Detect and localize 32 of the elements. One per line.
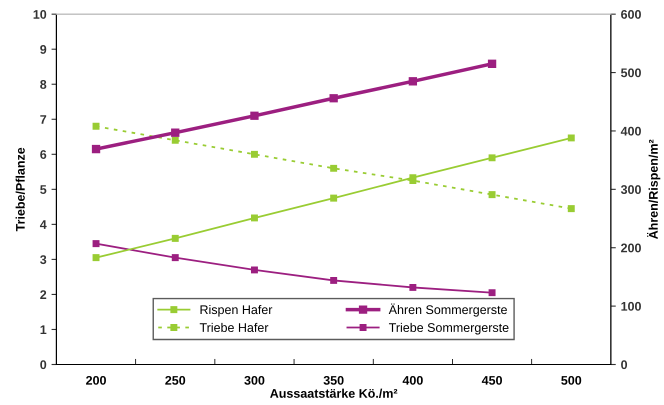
y-axis-title: Triebe/Pflanze	[16, 148, 25, 232]
y2-tick-label: 0	[621, 360, 628, 370]
y-tick-label: 9	[40, 45, 46, 54]
legend-label: Triebe Sommergerste	[388, 322, 509, 334]
y-tick-label: 0	[40, 360, 46, 370]
y-tick-label: 5	[40, 185, 46, 194]
y2-tick-label: 400	[620, 126, 641, 136]
y2-axis-title: Ähren/Rispen/m²	[647, 140, 660, 240]
x-tick-label: 350	[324, 376, 344, 385]
x-tick-label: 200	[86, 376, 106, 385]
y-tick-label: 10	[34, 10, 46, 19]
x-tick-label: 500	[561, 376, 582, 385]
x-tick-label: 300	[244, 376, 264, 385]
y2-tick-label: 200	[621, 244, 641, 252]
x-tick-label: 450	[482, 376, 502, 385]
y-tick-label: 6	[40, 150, 46, 159]
y2-tick-label: 300	[620, 185, 641, 194]
y2-tick-label: 600	[621, 10, 641, 19]
legend-label: Ähren Sommergerste	[388, 304, 507, 317]
x-axis-title: Aussaatstärke Kö./m²	[270, 388, 398, 398]
y-tick-label: 2	[40, 290, 46, 299]
y-tick-label: 4	[40, 220, 47, 229]
y2-tick-label: 100	[621, 302, 641, 311]
legend-label: Triebe Hafer	[200, 322, 268, 332]
y-tick-label: 8	[40, 80, 46, 89]
x-tick-label: 250	[165, 376, 186, 385]
y-tick-label: 7	[40, 115, 46, 124]
y2-tick-label: 500	[620, 68, 641, 78]
y-tick-label: 3	[40, 255, 46, 264]
y-tick-label: 1	[40, 325, 46, 334]
legend-label: Rispen Hafer	[200, 304, 272, 317]
x-tick-label: 400	[402, 376, 423, 385]
